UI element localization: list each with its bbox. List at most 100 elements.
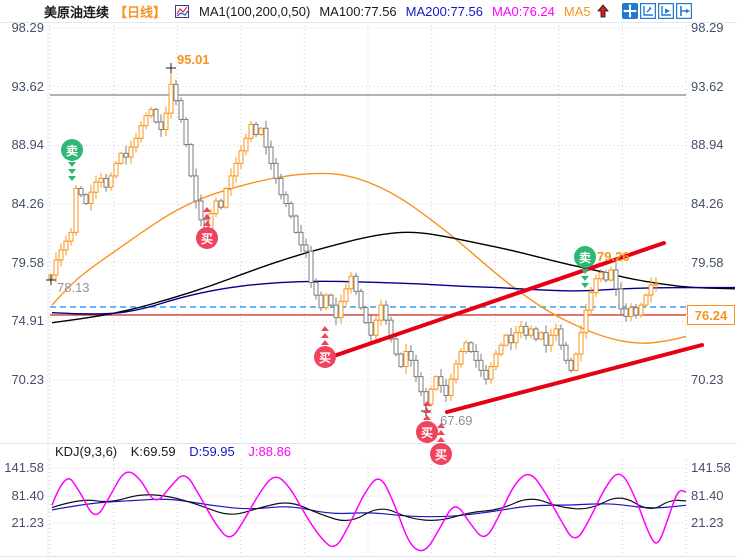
axis-tick-label: 81.40 bbox=[691, 488, 724, 503]
buy-marker-circle: 买 bbox=[314, 346, 336, 368]
candle-body bbox=[623, 308, 629, 317]
candle-body bbox=[333, 304, 339, 319]
candle-body bbox=[283, 194, 289, 205]
candle-body bbox=[548, 334, 554, 346]
candle-body bbox=[58, 249, 64, 261]
candle-body bbox=[538, 332, 544, 340]
arrow-up-icon bbox=[321, 326, 329, 331]
candle-body bbox=[478, 359, 484, 371]
candle-body bbox=[78, 187, 84, 196]
price-label: 95.01 bbox=[177, 52, 210, 67]
buy-marker-circle: 买 bbox=[416, 421, 438, 443]
candle-body bbox=[173, 83, 179, 102]
candle-body bbox=[118, 152, 124, 164]
ma0-value: MA0:76.24 bbox=[492, 3, 555, 19]
candle-body bbox=[628, 307, 634, 317]
pan-icon[interactable] bbox=[622, 3, 638, 19]
axis-tick-label: 98.29 bbox=[11, 20, 44, 35]
candle-body bbox=[473, 351, 479, 361]
axis-tick-label: 88.94 bbox=[11, 137, 44, 153]
candle-body bbox=[103, 177, 109, 188]
candle-body bbox=[443, 384, 449, 396]
price-label: 79.26 bbox=[597, 249, 630, 264]
candle-body bbox=[458, 351, 464, 365]
candle-body bbox=[178, 100, 184, 120]
candle-body bbox=[573, 353, 579, 371]
candle-body bbox=[428, 388, 434, 405]
axis-tick-label: 141.58 bbox=[4, 460, 44, 475]
candle-body bbox=[648, 284, 654, 296]
indicator-icon bbox=[175, 4, 190, 19]
candle-body bbox=[403, 351, 409, 368]
candle-body bbox=[253, 123, 259, 136]
buy-signal-marker: 买 bbox=[314, 325, 336, 368]
candle-body bbox=[558, 328, 564, 346]
candle-body bbox=[343, 288, 349, 302]
kdj-d-value: D:59.95 bbox=[189, 444, 235, 459]
axis-tick-label: 81.40 bbox=[11, 488, 44, 503]
arrow-up-icon bbox=[203, 207, 211, 212]
price-cross-mark bbox=[166, 63, 176, 73]
candle-body bbox=[588, 292, 594, 311]
candle-body bbox=[518, 325, 524, 334]
arrow-up-icon bbox=[437, 430, 445, 435]
candle-body bbox=[528, 328, 534, 336]
chart-header-bar: 美原油连续 【日线】 MA1(100,200,0,50) MA100:77.56… bbox=[0, 0, 737, 22]
arrow-up-icon bbox=[203, 221, 211, 226]
candle-body bbox=[453, 363, 459, 380]
sell-marker-circle: 卖 bbox=[61, 139, 83, 161]
arrow-down-icon bbox=[68, 169, 76, 174]
candle-body bbox=[568, 359, 574, 371]
axis-tick-label: 93.62 bbox=[11, 78, 44, 94]
candle-body bbox=[353, 275, 359, 292]
arrow-down-icon bbox=[68, 162, 76, 167]
candle-body bbox=[638, 304, 644, 316]
kdj-j-line bbox=[51, 471, 687, 552]
candle-body bbox=[288, 203, 294, 217]
candle-body bbox=[553, 328, 559, 336]
candle-body bbox=[543, 332, 549, 346]
candle-body bbox=[608, 269, 614, 281]
axis-tick-label: 84.26 bbox=[691, 196, 724, 211]
candle-body bbox=[168, 83, 174, 114]
sell-signal-marker: 卖 bbox=[574, 246, 596, 289]
candle-body bbox=[438, 376, 444, 386]
arrow-up-icon bbox=[423, 401, 431, 406]
buy-signal-marker: 买 bbox=[196, 206, 218, 249]
ma-settings-label: MA1(100,200,0,50) bbox=[199, 3, 311, 19]
candle-body bbox=[408, 351, 414, 361]
candle-body bbox=[318, 294, 324, 309]
buy-marker-circle: 买 bbox=[430, 443, 452, 465]
trendline-lower bbox=[445, 343, 704, 414]
candle-body bbox=[138, 125, 144, 139]
candle-body bbox=[493, 353, 499, 368]
arrow-up-indicator-icon bbox=[596, 3, 611, 19]
candle-body bbox=[293, 215, 299, 233]
candle-body bbox=[193, 175, 199, 202]
kdj-d-line bbox=[51, 498, 687, 518]
axis-tick-label: 88.94 bbox=[691, 137, 724, 153]
candle-body bbox=[618, 288, 624, 310]
candle-body bbox=[563, 344, 569, 361]
candle-body bbox=[498, 344, 504, 355]
ma50-line bbox=[51, 172, 687, 344]
candle-body bbox=[63, 240, 69, 251]
axis-zoom-right-icon[interactable] bbox=[657, 2, 675, 20]
candle-body bbox=[158, 121, 164, 130]
buy-signal-marker: 买 bbox=[430, 422, 452, 465]
price-label: 78.13 bbox=[57, 280, 90, 295]
candle-body bbox=[228, 175, 234, 189]
candle-body bbox=[373, 319, 379, 336]
shift-data-right-icon[interactable] bbox=[675, 2, 693, 20]
candle-body bbox=[523, 325, 529, 336]
candle-body bbox=[68, 231, 74, 242]
candle-body bbox=[273, 162, 279, 179]
candle-body bbox=[313, 282, 319, 296]
buy-marker-circle: 买 bbox=[196, 227, 218, 249]
arrow-down-icon bbox=[581, 276, 589, 281]
arrow-down-icon bbox=[68, 176, 76, 181]
axis-zoom-left-icon[interactable] bbox=[639, 2, 657, 20]
candle-body bbox=[358, 290, 364, 309]
